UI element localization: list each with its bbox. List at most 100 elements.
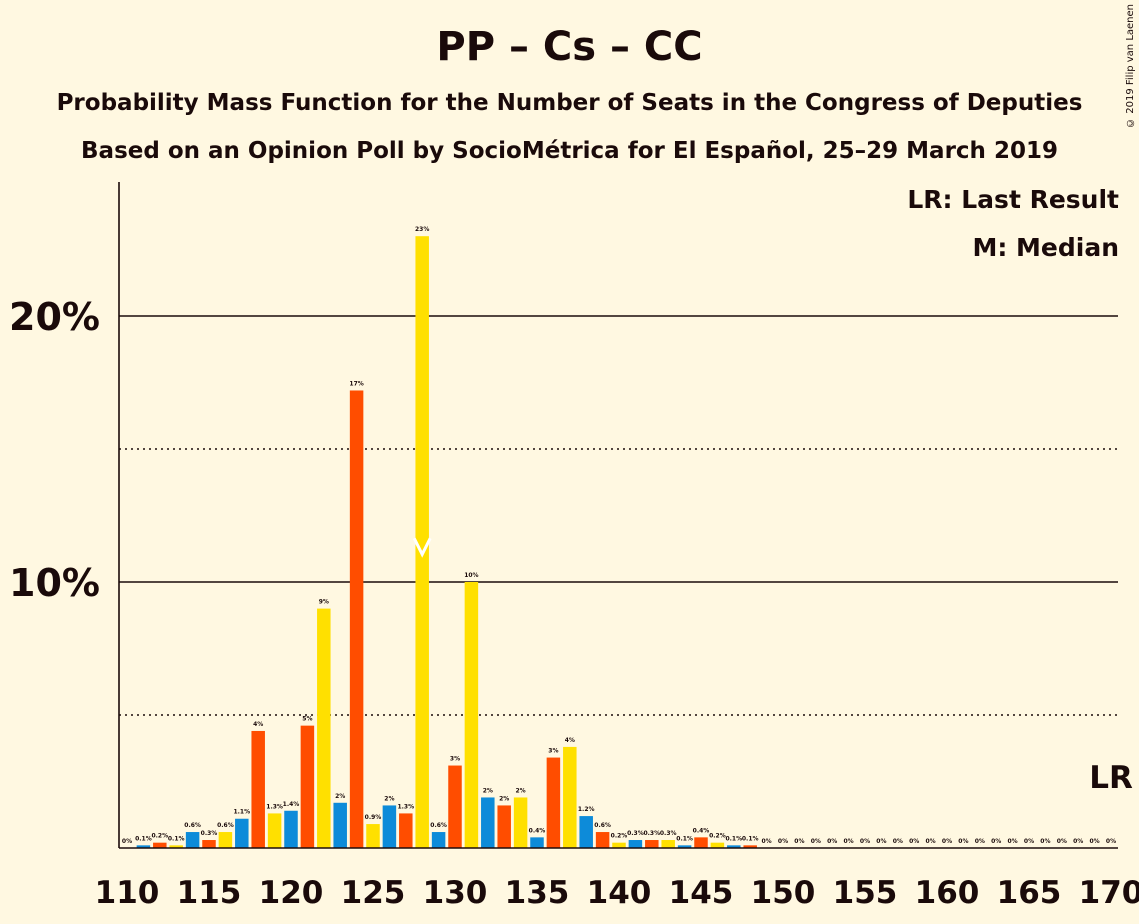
bar-value-label: 0.2% — [151, 833, 168, 840]
bar-seat-118 — [251, 730, 265, 848]
bar-seat-119 — [267, 813, 282, 848]
bar-seat-134 — [513, 797, 528, 848]
bar-value-label: 0.6% — [430, 822, 447, 829]
bar-value-label: 0% — [794, 838, 804, 845]
bar-value-label: 1.3% — [397, 803, 414, 810]
x-tick-label: 160 — [915, 875, 980, 911]
bar-seat-113 — [169, 845, 183, 848]
bar-value-label: 9% — [319, 599, 329, 606]
chart-subtitle-1: Probability Mass Function for the Number… — [56, 90, 1083, 116]
chart-grid — [119, 315, 1118, 716]
bar-seat-130 — [448, 765, 462, 848]
bar-value-label: 4% — [253, 721, 263, 728]
bar-seat-112 — [153, 842, 167, 848]
bar-seat-116 — [218, 832, 233, 848]
chart-bars — [136, 236, 757, 848]
bar-seat-140 — [612, 842, 626, 848]
bar-seat-127 — [399, 813, 413, 848]
bar-seat-138 — [579, 816, 593, 848]
bar-value-label: 1.1% — [233, 809, 250, 816]
bar-value-label: 0% — [1008, 838, 1018, 845]
bar-seat-115 — [202, 840, 216, 848]
bar-seat-135 — [530, 837, 544, 848]
x-tick-label: 110 — [95, 875, 160, 911]
bar-value-label: 0.1% — [676, 835, 693, 842]
bar-value-label: 0.3% — [660, 830, 677, 837]
chart-axes — [118, 182, 1118, 849]
x-tick-label: 150 — [751, 875, 816, 911]
bar-value-label: 0.2% — [611, 833, 628, 840]
bar-value-label: 0% — [876, 838, 886, 845]
bar-value-label: 3% — [548, 748, 558, 755]
bar-seat-132 — [481, 797, 495, 848]
bar-seat-131 — [464, 582, 479, 848]
legend-last-result: LR: Last Result — [907, 185, 1119, 214]
bar-value-label: 0% — [909, 838, 919, 845]
x-tick-label: 170 — [1079, 875, 1139, 911]
x-tick-label: 165 — [997, 875, 1062, 911]
bar-value-label: 0% — [1024, 838, 1034, 845]
last-result-marker: LR — [1089, 760, 1133, 796]
bar-value-label: 0% — [1040, 838, 1050, 845]
bar-seat-114 — [185, 832, 200, 848]
bar-value-label: 3% — [450, 756, 460, 763]
bar-seat-124 — [349, 390, 364, 848]
x-tick-label: 140 — [587, 875, 652, 911]
bar-value-label: 0.4% — [693, 827, 710, 834]
bar-value-label: 0% — [942, 838, 952, 845]
bar-seat-123 — [333, 802, 347, 848]
bar-value-label: 23% — [415, 226, 429, 233]
bar-value-label: 0.3% — [201, 830, 218, 837]
bar-seat-133 — [497, 805, 511, 848]
bar-value-label: 1.2% — [578, 806, 595, 813]
bar-seat-121 — [300, 725, 315, 848]
bar-seat-128 — [415, 236, 429, 848]
chart-subtitle-2: Based on an Opinion Poll by SocioMétrica… — [81, 138, 1058, 164]
bar-value-label: 2% — [384, 795, 394, 802]
bar-value-label: 0.3% — [627, 830, 644, 837]
bar-value-label: 0.1% — [135, 835, 152, 842]
bar-seat-145 — [694, 837, 708, 848]
bar-value-label: 0.6% — [594, 822, 611, 829]
bar-value-label: 0% — [122, 838, 132, 845]
y-tick-label: 10% — [9, 561, 100, 605]
bar-value-label: 0.2% — [709, 833, 726, 840]
bar-value-label: 17% — [349, 380, 363, 387]
chart-bar-labels: 0% 0.1% 0.2% 0.1%0.6%0.3%0.6%1.1%4%1.3% 1.4%… — [122, 226, 1116, 845]
bar-value-label: 0% — [926, 838, 936, 845]
bar-value-label: 0.4% — [529, 827, 546, 834]
x-tick-label: 125 — [341, 875, 406, 911]
x-tick-label: 120 — [259, 875, 324, 911]
bar-seat-136 — [546, 757, 561, 848]
bar-value-label: 0% — [1090, 838, 1100, 845]
bar-value-label: 1.4% — [283, 801, 300, 808]
bar-seat-137 — [563, 746, 577, 848]
bar-value-label: 0% — [893, 838, 903, 845]
x-tick-label: 130 — [423, 875, 488, 911]
chart-markers: LR — [412, 537, 1133, 796]
x-tick-label: 145 — [669, 875, 734, 911]
bar-value-label: 0.1% — [725, 835, 742, 842]
bar-value-label: 2% — [335, 793, 345, 800]
bar-value-label: 0.9% — [365, 814, 382, 821]
bar-seat-122 — [317, 608, 331, 848]
bar-value-label: 0.6% — [217, 822, 234, 829]
bar-seat-111 — [136, 845, 151, 848]
bar-seat-139 — [595, 832, 610, 848]
bar-value-label: 0% — [1073, 838, 1083, 845]
bar-seat-144 — [677, 845, 692, 848]
bar-seat-141 — [628, 840, 643, 848]
bar-value-label: 0% — [860, 838, 870, 845]
bar-value-label: 0.1% — [168, 835, 185, 842]
bar-value-label: 0% — [1106, 838, 1116, 845]
bar-seat-117 — [235, 818, 249, 848]
bar-value-label: 0% — [762, 838, 772, 845]
bar-value-label: 2% — [483, 787, 493, 794]
bar-value-label: 0% — [991, 838, 1001, 845]
x-tick-label: 115 — [177, 875, 242, 911]
bar-value-label: 10% — [464, 572, 478, 579]
bar-value-label: 4% — [565, 737, 575, 744]
x-tick-label: 155 — [833, 875, 898, 911]
bar-value-label: 0.1% — [742, 835, 759, 842]
